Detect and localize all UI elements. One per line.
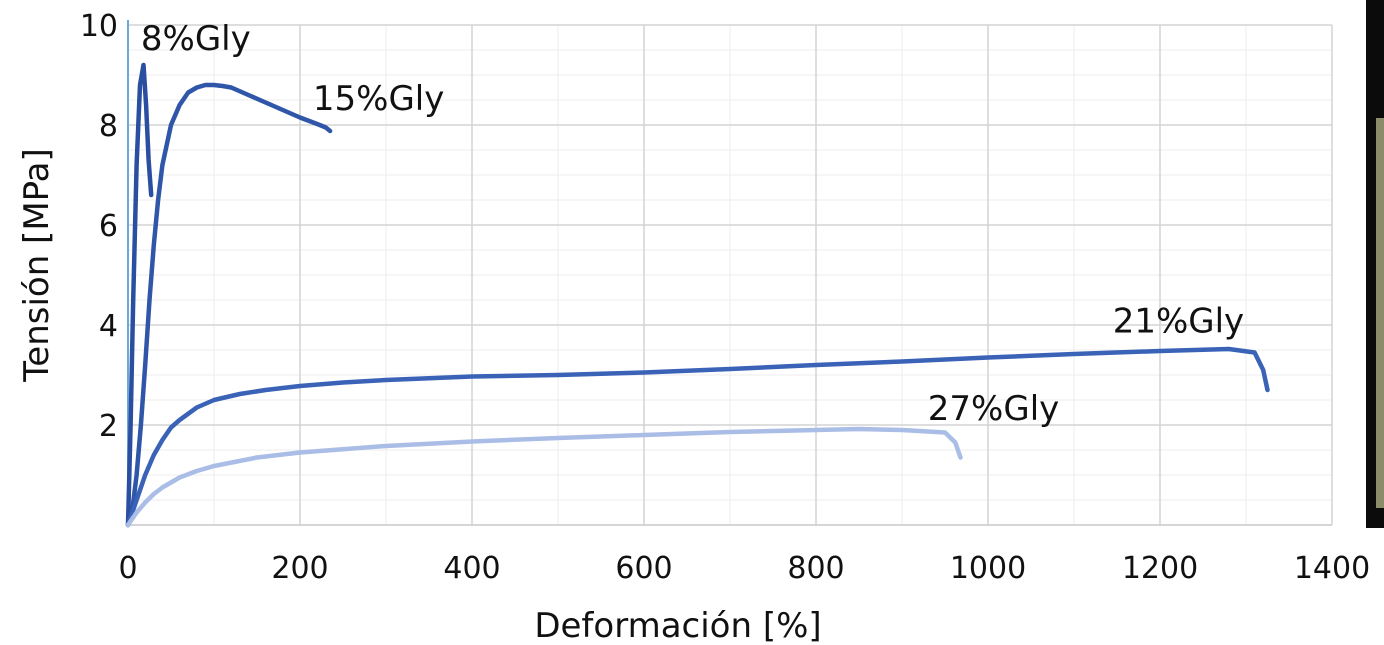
series-lines: [125, 62, 1270, 528]
series-line-0: [125, 62, 154, 528]
series-label: 21%Gly: [1113, 302, 1244, 342]
y-tick-label: 10: [80, 9, 118, 44]
grid: [128, 24, 1333, 525]
x-tick-label: 1400: [1294, 551, 1370, 586]
series-line-3: [125, 426, 963, 528]
x-tick-label: 800: [787, 551, 844, 586]
series-line-2: [125, 346, 1270, 528]
x-tick-label: 1000: [950, 551, 1026, 586]
series-labels: 8%Gly 15%Gly 21%Gly 27%Gly: [141, 19, 1244, 429]
y-tick-label: 4: [99, 309, 118, 344]
x-tick-label: 200: [271, 551, 328, 586]
series-label: 15%Gly: [313, 79, 444, 119]
series-line-1: [125, 82, 333, 528]
specimen-strip: [1376, 118, 1384, 508]
y-tick-label: 8: [99, 109, 118, 144]
x-tick-label: 1200: [1122, 551, 1198, 586]
y-tick-label: 2: [99, 409, 118, 444]
series-label: 8%Gly: [141, 19, 251, 59]
x-axis-title: Deformación [%]: [534, 606, 821, 645]
series-label: 27%Gly: [928, 389, 1059, 429]
x-tick-label: 0: [118, 551, 137, 586]
y-tick-label: 6: [99, 209, 118, 244]
x-tick-label: 400: [443, 551, 500, 586]
x-tick-label: 600: [615, 551, 672, 586]
tick-labels: 0 200 400 600 800 1000 1200 1400 2 4 6 8 10: [80, 9, 1370, 586]
y-axis-title: Tensión [MPa]: [17, 148, 57, 382]
